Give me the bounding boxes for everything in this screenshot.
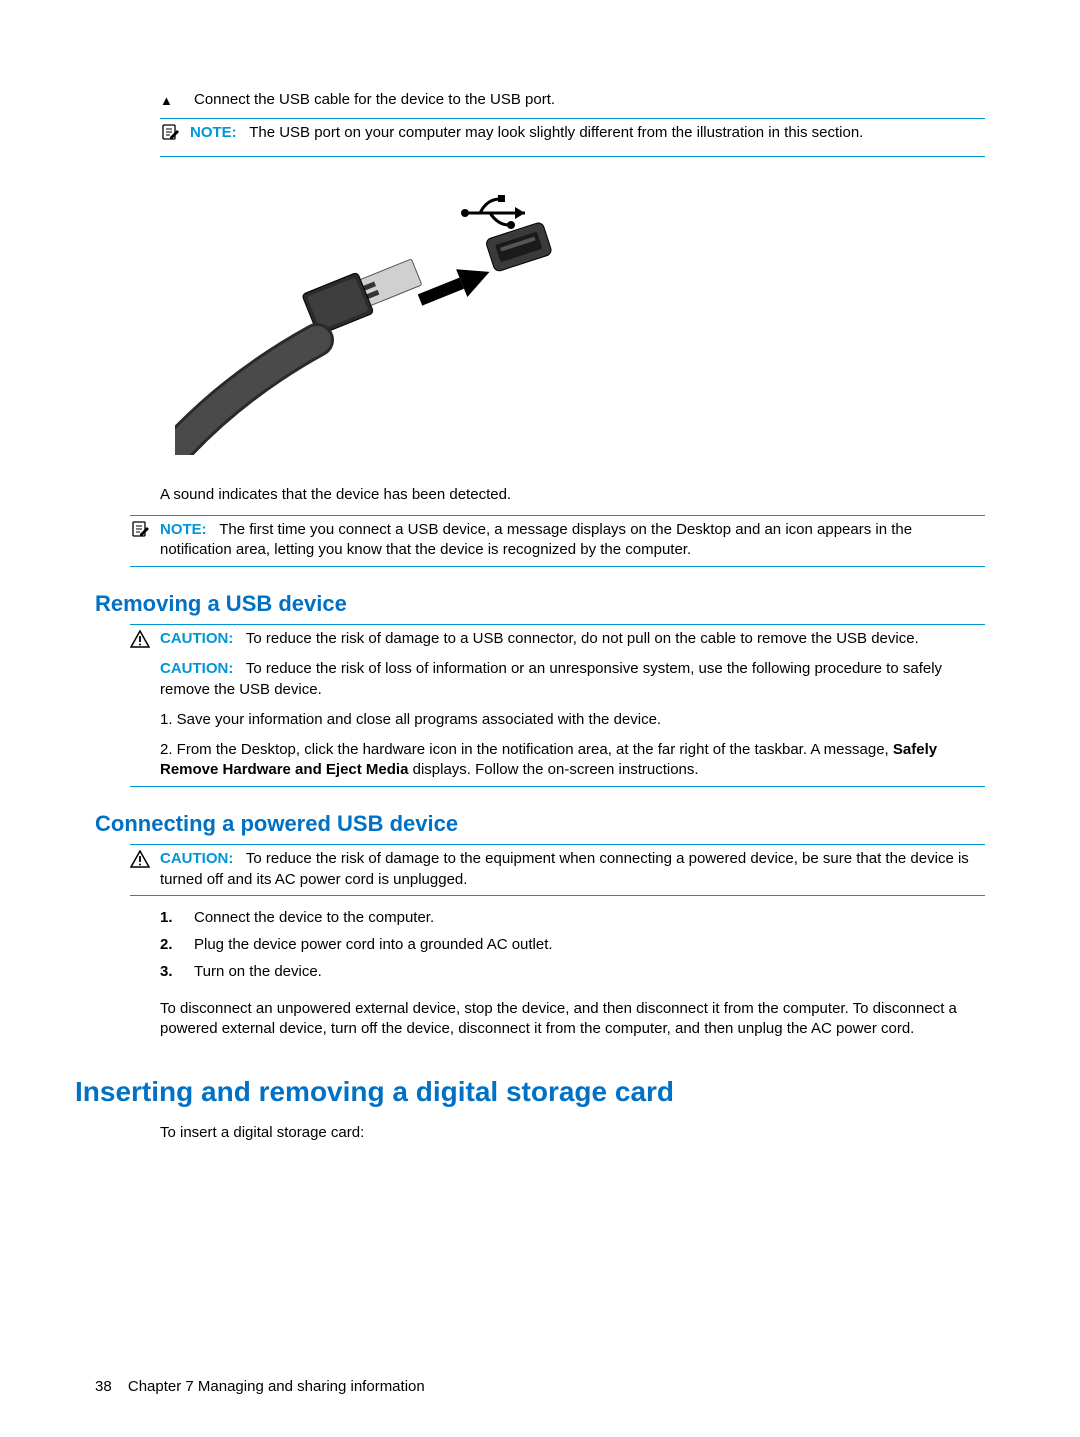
list-item: 1. Connect the device to the computer.	[160, 908, 985, 928]
note-content: NOTE: The first time you connect a USB d…	[160, 520, 985, 561]
caution-label: CAUTION:	[160, 660, 233, 677]
caution-content: CAUTION: To reduce the risk of damage to…	[160, 849, 985, 890]
page-footer: 38 Chapter 7 Managing and sharing inform…	[95, 1377, 425, 1397]
note-box: NOTE: The USB port on your computer may …	[160, 118, 985, 156]
caution-label: CAUTION:	[160, 630, 233, 647]
content-column: ▲ Connect the USB cable for the device t…	[160, 90, 985, 567]
triangle-bullet-icon: ▲	[160, 90, 194, 110]
numbered-list: 1. Connect the device to the computer. 2…	[160, 908, 985, 983]
warning-icon	[130, 849, 160, 874]
warning-icon	[130, 629, 160, 654]
list-text: Connect the device to the computer.	[194, 908, 434, 928]
list-item: 3. Turn on the device.	[160, 962, 985, 982]
note-box: NOTE: The first time you connect a USB d…	[130, 515, 985, 567]
caution-box: CAUTION: To reduce the risk of damage to…	[130, 624, 985, 787]
disconnect-para: To disconnect an unpowered external devi…	[160, 999, 985, 1040]
step-bullet: ▲ Connect the USB cable for the device t…	[160, 90, 985, 110]
note-text: The first time you connect a USB device,…	[160, 521, 912, 558]
note-content: NOTE: The USB port on your computer may …	[190, 123, 985, 143]
caution-step1: 1. Save your information and close all p…	[160, 710, 985, 730]
chapter-title: Chapter 7 Managing and sharing informati…	[128, 1378, 425, 1395]
list-item: 2. Plug the device power cord into a gro…	[160, 935, 985, 955]
page: ▲ Connect the USB cable for the device t…	[0, 0, 1080, 1437]
usb-illustration	[175, 185, 985, 461]
note-label: NOTE:	[190, 124, 237, 141]
heading-removing-usb: Removing a USB device	[95, 589, 985, 619]
caution-box: CAUTION: To reduce the risk of damage to…	[130, 844, 985, 896]
heading-powered-usb: Connecting a powered USB device	[95, 809, 985, 839]
detected-text: A sound indicates that the device has be…	[160, 485, 985, 505]
note-icon	[160, 123, 190, 150]
note-label: NOTE:	[160, 521, 207, 538]
list-number: 3.	[160, 962, 194, 982]
note-icon	[130, 520, 160, 547]
caution-text: To reduce the risk of loss of informatio…	[160, 660, 942, 697]
caution-step2: 2. From the Desktop, click the hardware …	[160, 740, 985, 781]
list-text: Turn on the device.	[194, 962, 322, 982]
list-number: 2.	[160, 935, 194, 955]
list-text: Plug the device power cord into a ground…	[194, 935, 553, 955]
heading-storage-card: Inserting and removing a digital storage…	[75, 1073, 985, 1111]
caution-text: To reduce the risk of damage to a USB co…	[246, 630, 919, 647]
storage-card-text: To insert a digital storage card:	[160, 1123, 985, 1143]
caution-text: To reduce the risk of damage to the equi…	[160, 850, 969, 887]
list-number: 1.	[160, 908, 194, 928]
step-text: Connect the USB cable for the device to …	[194, 90, 985, 110]
note-text: The USB port on your computer may look s…	[249, 124, 863, 141]
caution-label: CAUTION:	[160, 850, 233, 867]
page-number: 38	[95, 1378, 112, 1395]
caution-content: CAUTION: To reduce the risk of damage to…	[160, 629, 985, 781]
